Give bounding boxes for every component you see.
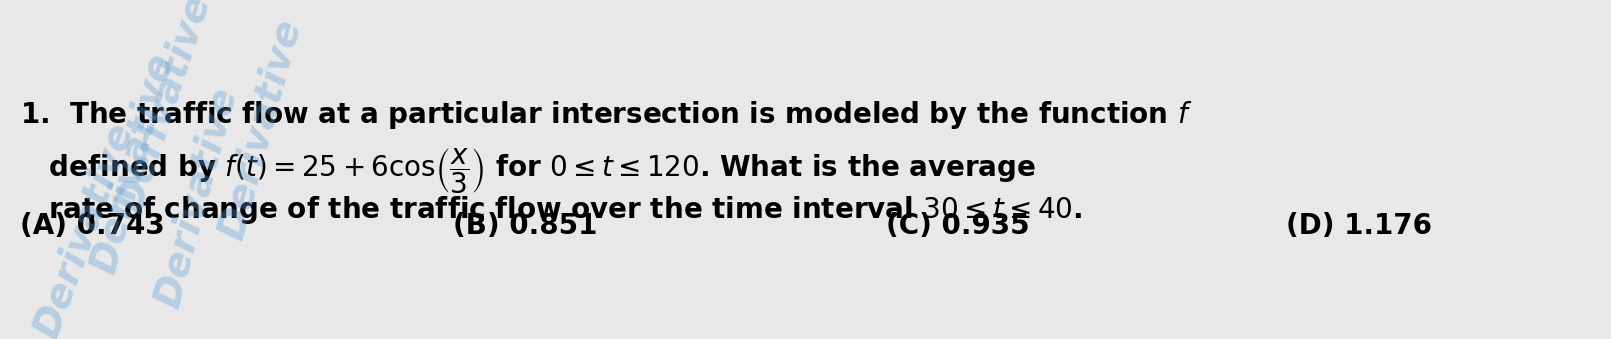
Text: (B) 0.851: (B) 0.851 — [453, 212, 598, 240]
Text: Derivative: Derivative — [27, 118, 140, 339]
Text: 1.  The traffic flow at a particular intersection is modeled by the function $f$: 1. The traffic flow at a particular inte… — [21, 99, 1192, 131]
Text: Derivative: Derivative — [85, 49, 180, 278]
Text: Derivative: Derivative — [111, 0, 217, 218]
Text: (D) 1.176: (D) 1.176 — [1286, 212, 1432, 240]
Text: rate of change of the traffic flow over the time interval $30 \leq t \leq 40$.: rate of change of the traffic flow over … — [21, 194, 1083, 226]
Text: defined by $f(t) = 25 + 6\cos\!\left(\dfrac{x}{3}\right)$ for $0 \leq t \leq 120: defined by $f(t) = 25 + 6\cos\!\left(\df… — [21, 146, 1036, 196]
Text: Derivative: Derivative — [148, 83, 245, 312]
Text: Derivative: Derivative — [213, 15, 308, 244]
Text: (A) 0.743: (A) 0.743 — [21, 212, 164, 240]
Text: (C) 0.935: (C) 0.935 — [886, 212, 1029, 240]
